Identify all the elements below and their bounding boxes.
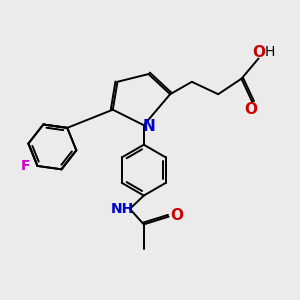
Text: O: O	[244, 102, 257, 117]
Text: NH: NH	[110, 202, 134, 216]
Text: O: O	[170, 208, 183, 223]
Text: N: N	[143, 119, 156, 134]
Text: H: H	[265, 45, 275, 59]
Text: O: O	[253, 45, 266, 60]
Text: F: F	[21, 159, 31, 173]
